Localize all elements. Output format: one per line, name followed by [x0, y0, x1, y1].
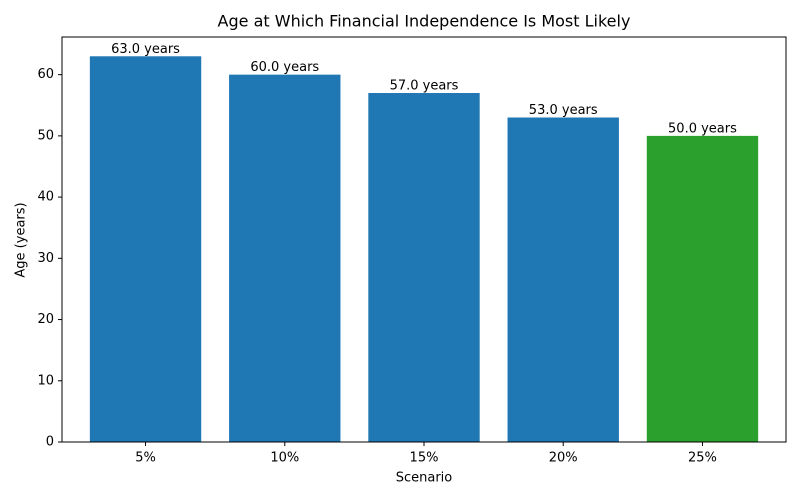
bar	[507, 117, 619, 443]
y-tick-label: 0	[46, 435, 54, 450]
y-tick-label: 60	[37, 67, 54, 82]
x-axis-label: Scenario	[396, 471, 453, 486]
bar	[89, 56, 202, 443]
value-label: 57.0 years	[390, 79, 459, 94]
y-tick-label: 30	[37, 251, 54, 266]
bar	[368, 93, 480, 442]
x-tick-label: 15%	[410, 451, 439, 466]
y-tick-label: 40	[37, 190, 54, 205]
value-label: 63.0 years	[111, 42, 180, 57]
x-tick-label: 10%	[270, 451, 299, 466]
value-label: 60.0 years	[250, 60, 319, 75]
y-tick-label: 10	[37, 373, 54, 388]
chart-title: Age at Which Financial Independence Is M…	[218, 12, 631, 31]
y-tick-label: 50	[37, 128, 54, 143]
y-axis-label: Age (years)	[14, 202, 29, 277]
value-label: 53.0 years	[529, 103, 598, 118]
y-tick-label: 20	[37, 312, 54, 327]
x-tick-label: 20%	[549, 451, 578, 466]
value-label: 50.0 years	[668, 121, 737, 136]
bar	[229, 74, 341, 442]
bar	[646, 135, 759, 442]
x-tick-label: 5%	[135, 451, 156, 466]
plot-frame	[61, 36, 787, 443]
x-tick-label: 25%	[688, 451, 717, 466]
